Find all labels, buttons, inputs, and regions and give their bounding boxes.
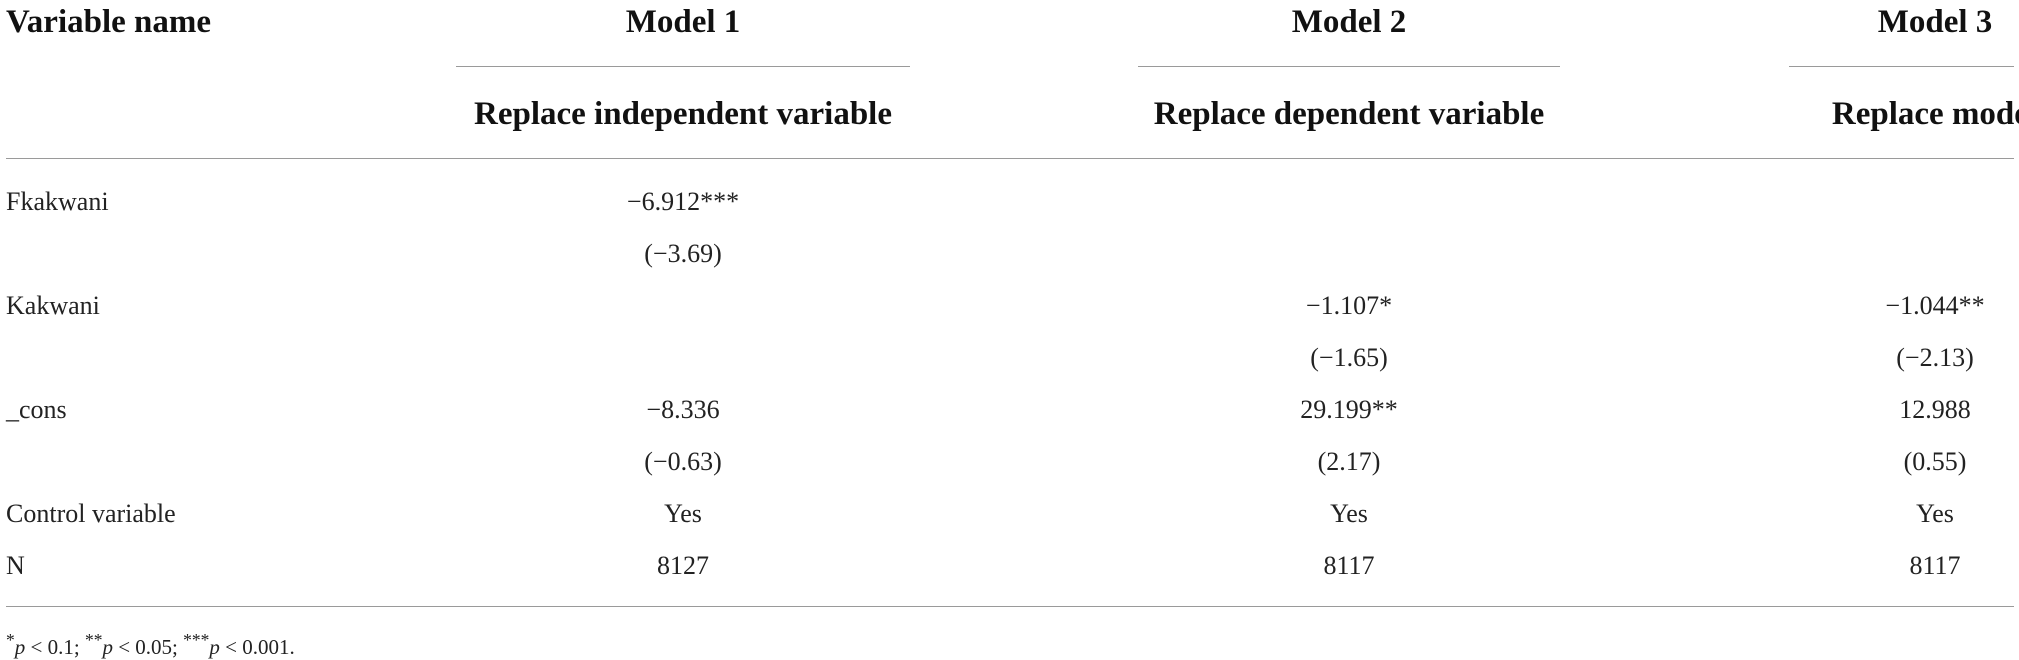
cell-model-2: (−1.65) [1310, 343, 1388, 372]
cell-model-1: −8.336 [646, 395, 720, 424]
header-variable-name: Variable name [6, 4, 212, 40]
cell-model-1: 8127 [657, 551, 709, 580]
row-label: Kakwani [6, 291, 100, 320]
row-label: N [6, 551, 25, 580]
cell-model-3: (0.55) [1903, 447, 1967, 476]
footnote-p-2: p [102, 635, 113, 659]
header-model-2: Model 2 [1291, 4, 1407, 40]
footnote-p-1: p [14, 635, 26, 659]
footnote-sig-2: ** [84, 630, 103, 650]
cell-model-1: −6.912*** [626, 187, 740, 216]
cell-model-3: (−2.13) [1896, 343, 1974, 372]
footnote-sig-1: * [6, 630, 15, 650]
subheader-model-2: Replace dependent variable [1153, 96, 1545, 132]
cell-model-2: −1.107* [1305, 291, 1393, 320]
cell-model-2: 29.199** [1300, 395, 1398, 424]
cell-model-3: Yes [1916, 499, 1954, 528]
row-label: Fkakwani [6, 187, 109, 216]
footnote: *p < 0.1; **p < 0.05; ***p < 0.001. [6, 630, 295, 660]
footnote-threshold-3: < 0.001. [219, 635, 295, 659]
model-3-underline [1789, 66, 2014, 67]
subheader-model-1: Replace independent variable [474, 96, 892, 132]
footnote-threshold-1: < 0.1; [25, 635, 85, 659]
cell-model-3: 8117 [1909, 551, 1961, 580]
cell-model-1: (−3.69) [644, 239, 722, 268]
cell-model-3: 12.988 [1899, 395, 1971, 424]
footnote-sig-3: *** [183, 630, 210, 650]
header-rule [6, 158, 2014, 159]
footnote-threshold-2: < 0.05; [112, 635, 184, 659]
cell-model-3: −1.044** [1885, 291, 1985, 320]
row-label: Control variable [6, 499, 176, 528]
header-model-3: Model 3 [1877, 4, 1993, 40]
cell-model-2: 8117 [1323, 551, 1375, 580]
header-model-1: Model 1 [625, 4, 741, 40]
cell-model-1: Yes [664, 499, 702, 528]
cell-model-2: (2.17) [1317, 447, 1381, 476]
footnote-p-3: p [209, 635, 220, 659]
model-1-underline [456, 66, 910, 67]
cell-model-2: Yes [1330, 499, 1368, 528]
cell-model-1: (−0.63) [644, 447, 722, 476]
bottom-rule [6, 606, 2014, 607]
row-label: _cons [6, 395, 67, 424]
subheader-model-3: Replace model [1831, 96, 2019, 132]
model-2-underline [1138, 66, 1560, 67]
